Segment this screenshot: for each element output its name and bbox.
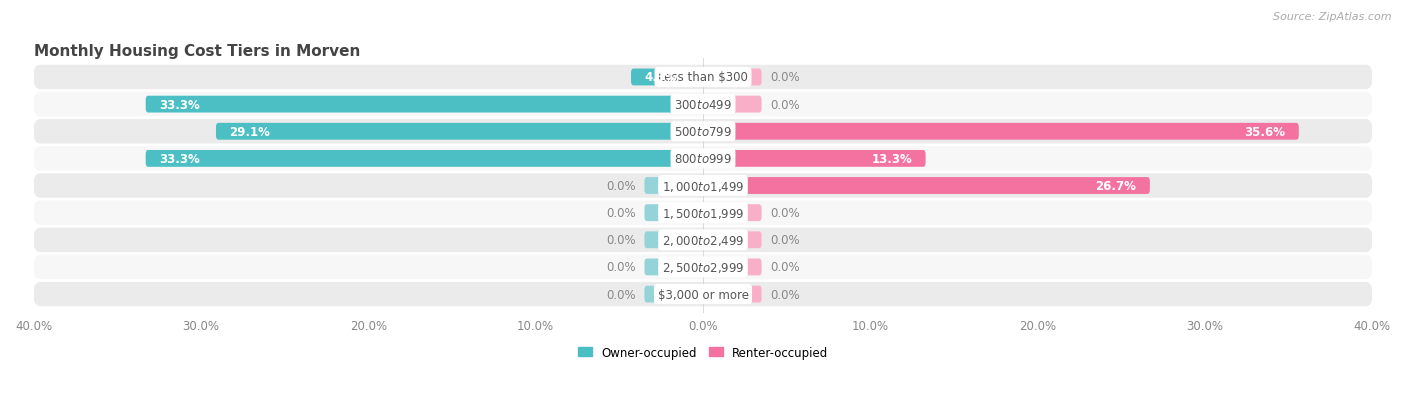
Text: 0.0%: 0.0% [770, 234, 800, 247]
Text: $2,500 to $2,999: $2,500 to $2,999 [662, 260, 744, 274]
Text: 26.7%: 26.7% [1095, 180, 1136, 192]
FancyBboxPatch shape [34, 201, 1372, 225]
Text: 0.0%: 0.0% [606, 288, 636, 301]
FancyBboxPatch shape [703, 97, 762, 113]
FancyBboxPatch shape [644, 178, 703, 195]
FancyBboxPatch shape [34, 255, 1372, 280]
FancyBboxPatch shape [703, 123, 1299, 140]
Text: $500 to $799: $500 to $799 [673, 126, 733, 138]
Text: 0.0%: 0.0% [606, 206, 636, 220]
Text: 0.0%: 0.0% [606, 234, 636, 247]
FancyBboxPatch shape [644, 205, 703, 221]
FancyBboxPatch shape [146, 151, 703, 167]
Text: 4.3%: 4.3% [644, 71, 678, 84]
Text: 0.0%: 0.0% [770, 71, 800, 84]
FancyBboxPatch shape [703, 69, 762, 86]
Text: 0.0%: 0.0% [770, 206, 800, 220]
Text: 29.1%: 29.1% [229, 126, 270, 138]
FancyBboxPatch shape [703, 151, 925, 167]
FancyBboxPatch shape [217, 123, 703, 140]
FancyBboxPatch shape [34, 147, 1372, 171]
FancyBboxPatch shape [703, 286, 762, 303]
FancyBboxPatch shape [644, 286, 703, 303]
Text: $800 to $999: $800 to $999 [673, 152, 733, 166]
Text: Monthly Housing Cost Tiers in Morven: Monthly Housing Cost Tiers in Morven [34, 44, 360, 59]
FancyBboxPatch shape [34, 282, 1372, 306]
Text: Source: ZipAtlas.com: Source: ZipAtlas.com [1274, 12, 1392, 22]
FancyBboxPatch shape [703, 232, 762, 249]
Text: 33.3%: 33.3% [159, 98, 200, 112]
FancyBboxPatch shape [34, 66, 1372, 90]
Text: 0.0%: 0.0% [770, 261, 800, 274]
FancyBboxPatch shape [34, 120, 1372, 144]
FancyBboxPatch shape [34, 174, 1372, 198]
FancyBboxPatch shape [34, 93, 1372, 117]
FancyBboxPatch shape [644, 259, 703, 276]
Text: $300 to $499: $300 to $499 [673, 98, 733, 112]
Text: $3,000 or more: $3,000 or more [658, 288, 748, 301]
FancyBboxPatch shape [631, 69, 703, 86]
Text: 0.0%: 0.0% [606, 261, 636, 274]
Text: Less than $300: Less than $300 [658, 71, 748, 84]
FancyBboxPatch shape [146, 97, 703, 113]
FancyBboxPatch shape [703, 205, 762, 221]
Text: 0.0%: 0.0% [770, 98, 800, 112]
FancyBboxPatch shape [644, 232, 703, 249]
Text: $1,000 to $1,499: $1,000 to $1,499 [662, 179, 744, 193]
FancyBboxPatch shape [34, 228, 1372, 252]
Text: $1,500 to $1,999: $1,500 to $1,999 [662, 206, 744, 220]
Text: 0.0%: 0.0% [770, 288, 800, 301]
Text: $2,000 to $2,499: $2,000 to $2,499 [662, 233, 744, 247]
Text: 0.0%: 0.0% [606, 180, 636, 192]
Text: 35.6%: 35.6% [1244, 126, 1285, 138]
Text: 33.3%: 33.3% [159, 152, 200, 166]
Text: 13.3%: 13.3% [872, 152, 912, 166]
FancyBboxPatch shape [703, 178, 1150, 195]
Legend: Owner-occupied, Renter-occupied: Owner-occupied, Renter-occupied [572, 341, 834, 363]
FancyBboxPatch shape [703, 259, 762, 276]
